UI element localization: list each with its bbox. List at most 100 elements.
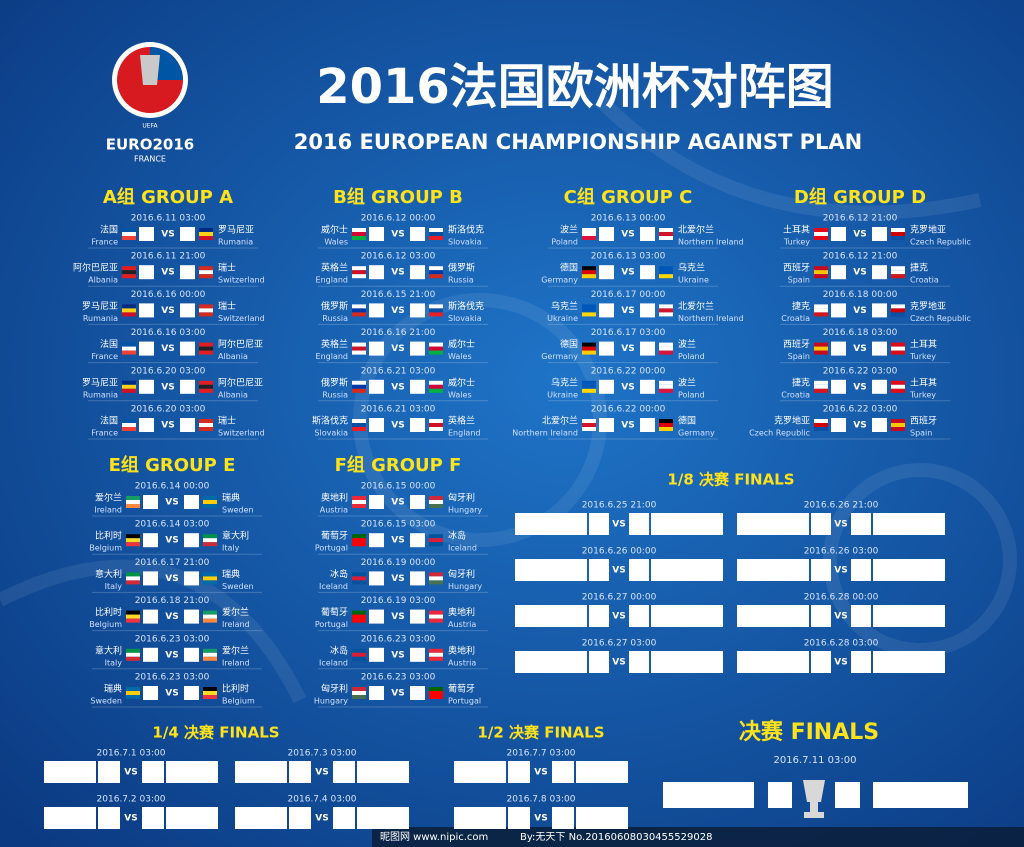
match-date: 2016.6.18 21:00 — [135, 596, 210, 606]
vs: VS — [124, 814, 137, 824]
home-cn: 比利时 — [95, 530, 122, 542]
vs: VS — [834, 566, 847, 576]
vs: VS — [165, 650, 178, 660]
flag-stripe — [429, 384, 443, 389]
score-box — [599, 265, 614, 280]
flag-stripe — [891, 308, 905, 313]
match-date: 2016.6.12 03:00 — [361, 252, 436, 262]
home-en: Ukraine — [547, 390, 578, 399]
flag-stripe — [203, 695, 217, 699]
logo: UEFA EURO2016 FRANCE — [106, 42, 194, 164]
match-date: 2016.6.27 03:00 — [582, 639, 657, 649]
score-box — [640, 265, 655, 280]
vs: VS — [853, 382, 866, 392]
home-en: Germany — [541, 352, 578, 361]
flag-stripe — [582, 308, 596, 313]
score-box — [831, 227, 846, 241]
home-en: Wales — [324, 238, 348, 247]
score-box — [831, 341, 846, 356]
flag-stripe — [891, 342, 905, 347]
away-en: Slovakia — [448, 314, 482, 323]
match-date: 2016.6.27 00:00 — [582, 593, 657, 603]
score-box — [143, 495, 158, 509]
flag-stripe — [891, 384, 905, 389]
flag-stripe — [126, 542, 140, 547]
away-cn: 奥地利 — [448, 606, 475, 618]
flag-stripe — [429, 388, 443, 393]
score-box — [410, 571, 425, 586]
flag-stripe — [814, 270, 828, 275]
flag-stripe — [582, 350, 596, 355]
flag-stripe — [199, 346, 213, 351]
team-box — [873, 605, 945, 627]
away-en: Ireland — [222, 620, 250, 629]
flag-stripe — [659, 388, 673, 393]
match-date: 2016.6.21 03:00 — [361, 366, 436, 376]
home-cn: 意大利 — [95, 644, 122, 656]
group-title: C组 GROUP C — [564, 186, 693, 208]
score-box — [143, 609, 158, 624]
flag-stripe — [891, 228, 905, 232]
home-en: Slovakia — [314, 429, 348, 438]
away-en: Albania — [218, 390, 248, 399]
score-box — [143, 647, 158, 662]
match-date: 2016.6.19 03:00 — [361, 596, 436, 606]
score-box — [369, 379, 384, 394]
team-box — [651, 651, 723, 673]
match-date: 2016.7.1 03:00 — [97, 749, 166, 759]
flag-stripe — [659, 270, 673, 275]
score-box — [369, 686, 384, 700]
flag-stripe — [203, 618, 217, 623]
score-box — [139, 341, 154, 356]
away-en: Switzerland — [218, 276, 265, 285]
away-en: Ukraine — [678, 276, 709, 285]
score-box — [811, 513, 831, 535]
flag-stripe — [429, 572, 443, 577]
flag-stripe — [429, 346, 443, 351]
flag-stripe — [352, 350, 366, 355]
flag-stripe — [582, 388, 596, 393]
flag-stripe — [199, 228, 213, 232]
match-date: 2016.6.12 21:00 — [823, 252, 898, 262]
match-date: 2016.7.8 03:00 — [507, 795, 576, 805]
flag-stripe — [203, 656, 217, 661]
flag-stripe — [891, 270, 905, 275]
trophy — [803, 780, 825, 818]
home-cn: 罗马尼亚 — [82, 301, 118, 312]
flag-stripe — [122, 274, 136, 279]
team-box — [454, 761, 506, 783]
score-box — [552, 807, 574, 829]
flag-stripe — [352, 388, 366, 393]
home-cn: 法国 — [100, 415, 118, 427]
score-box — [184, 647, 199, 662]
home-en: Sweden — [90, 697, 122, 706]
flag-stripe — [891, 346, 905, 351]
home-cn: 乌克兰 — [551, 376, 578, 388]
score-box — [589, 559, 609, 581]
home-en: Ireland — [94, 506, 122, 515]
flag-stripe — [199, 388, 213, 393]
flag-stripe — [429, 652, 443, 657]
away-cn: 俄罗斯 — [448, 262, 475, 274]
flag-stripe — [126, 687, 140, 691]
score-box — [180, 418, 195, 432]
flag-stripe — [126, 538, 140, 543]
flag-stripe — [122, 342, 136, 347]
away-en: Ireland — [222, 658, 250, 667]
flag-stripe — [199, 304, 213, 309]
flag-stripe — [199, 350, 213, 355]
score-box — [369, 495, 384, 509]
flag-stripe — [659, 419, 673, 423]
away-cn: 波兰 — [678, 376, 696, 388]
vs: VS — [621, 268, 634, 278]
home-en: Croatia — [781, 314, 810, 323]
score-box — [333, 807, 355, 829]
flag-stripe — [891, 427, 905, 431]
score-box — [831, 379, 846, 394]
flag-stripe — [199, 312, 213, 317]
away-cn: 斯洛伐克 — [448, 224, 484, 236]
team-box — [651, 605, 723, 627]
flag-stripe — [429, 423, 443, 427]
away-en: Iceland — [448, 544, 477, 553]
